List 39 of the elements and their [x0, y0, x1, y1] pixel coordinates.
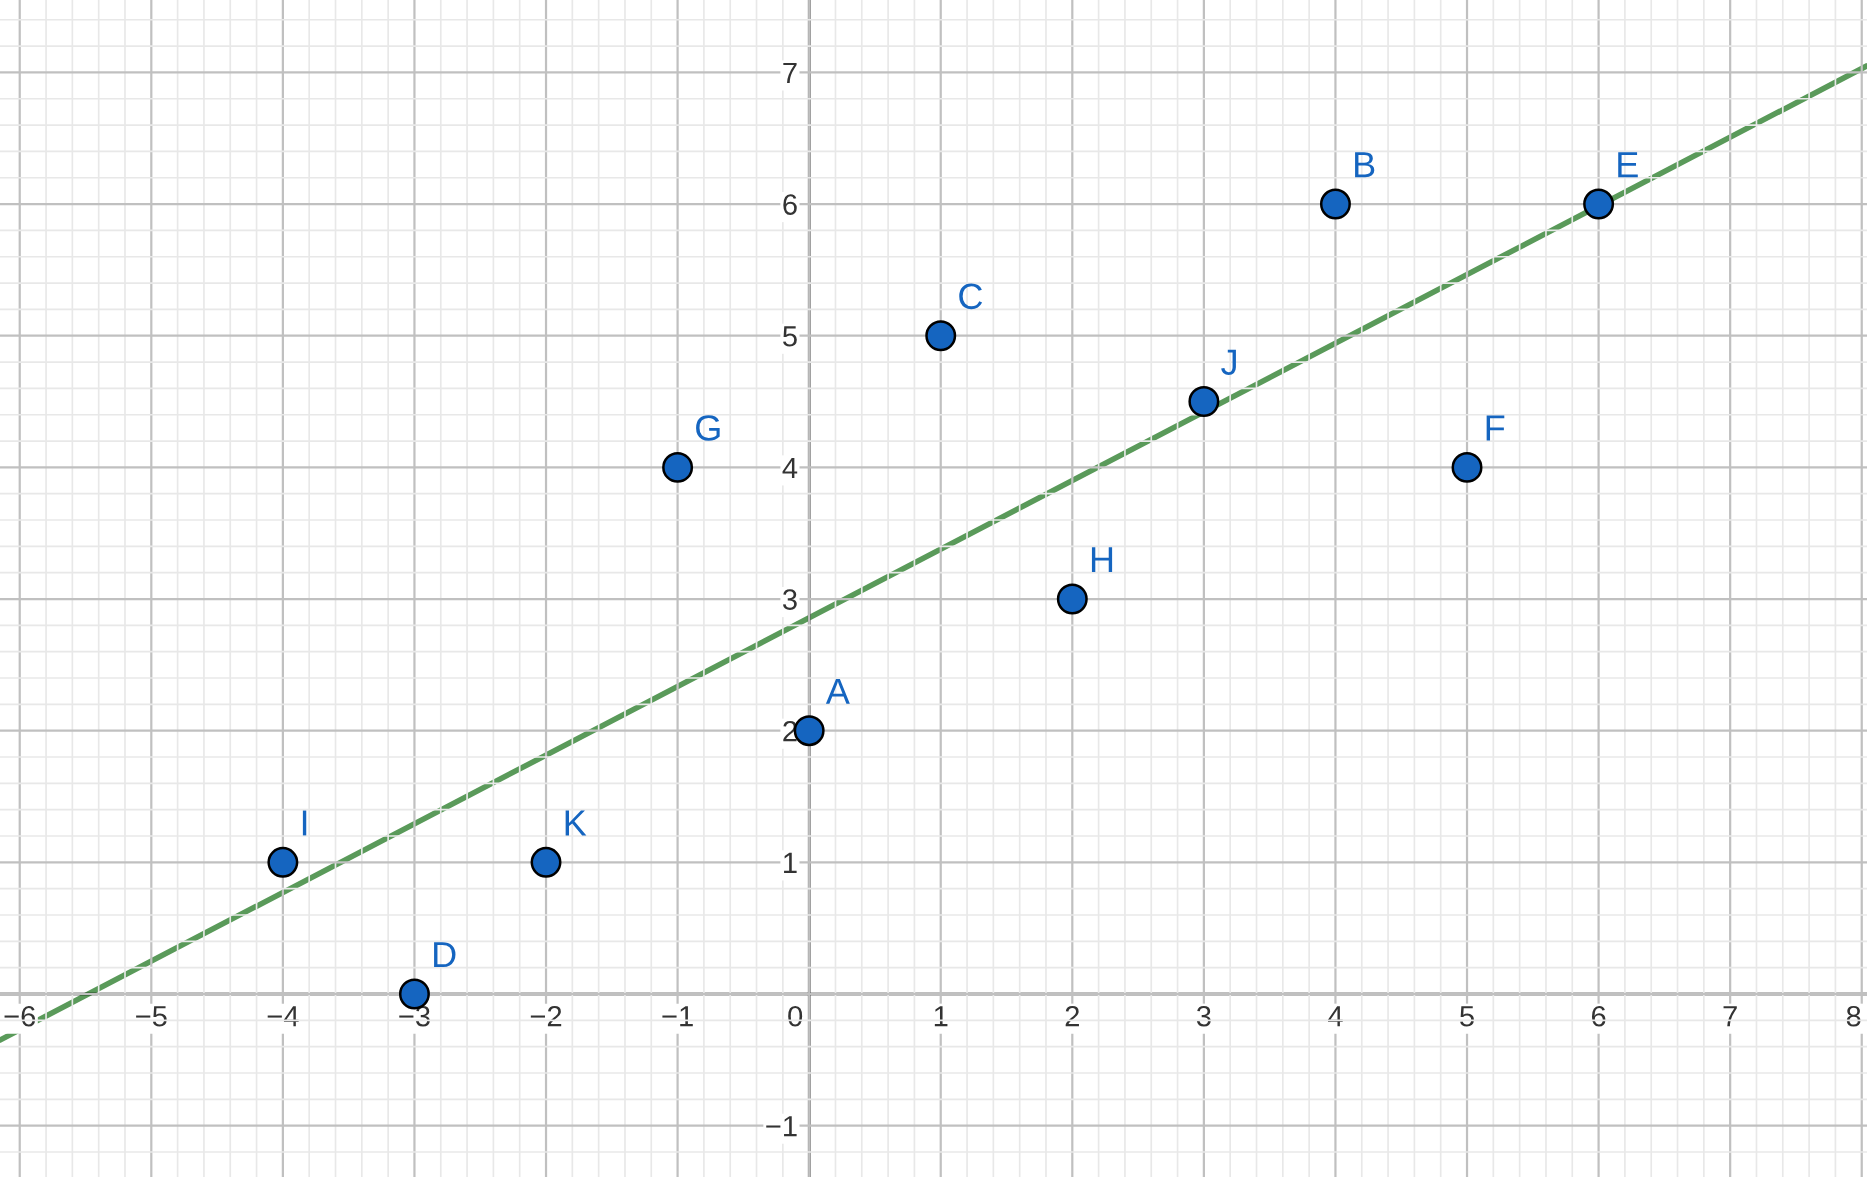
annotation: H: [1091, 547, 1113, 573]
point: [1056, 583, 1088, 615]
annotation: F: [1486, 415, 1505, 441]
y-tick-label: 7: [783, 62, 797, 83]
annotation: K: [565, 810, 587, 836]
x-tick-label: −6: [4, 1005, 36, 1027]
x-tick-label: 0: [788, 1005, 803, 1027]
annotation: I: [302, 810, 307, 836]
point: [925, 320, 957, 352]
point: [662, 451, 694, 483]
x-tick-label: 8: [1846, 1005, 1861, 1027]
point: [1583, 188, 1615, 220]
point: [1188, 386, 1220, 418]
y-tick-label: 5: [783, 326, 797, 347]
x-tick-label: 6: [1591, 1005, 1606, 1027]
point: [1319, 188, 1351, 220]
x-tick-label: −1: [662, 1006, 693, 1027]
y-tick-label: 3: [782, 589, 797, 610]
annotation: A: [825, 678, 850, 704]
x-tick-label: 5: [1460, 1006, 1474, 1027]
y-tick-label: 4: [782, 457, 798, 478]
annotation: J: [1221, 349, 1236, 375]
point: [267, 846, 299, 878]
annotation: D: [434, 942, 456, 968]
y-tick-label: −1: [766, 1116, 797, 1137]
point: [530, 846, 562, 878]
x-tick-label: 2: [1065, 1005, 1079, 1027]
x-tick-label: −5: [136, 1006, 167, 1027]
annotation: B: [1355, 152, 1375, 178]
annotation: C: [959, 283, 983, 310]
annotation: E: [1618, 152, 1638, 178]
x-tick-label: 1: [934, 1006, 948, 1027]
y-tick-label: 6: [783, 194, 797, 215]
x-tick-label: −2: [530, 1005, 562, 1027]
annotation: G: [696, 415, 720, 441]
y-tick-label: 1: [784, 852, 797, 873]
point: [1451, 451, 1483, 483]
x-tick-label: 7: [1723, 1006, 1737, 1027]
x-tick-label: 3: [1196, 1005, 1211, 1027]
